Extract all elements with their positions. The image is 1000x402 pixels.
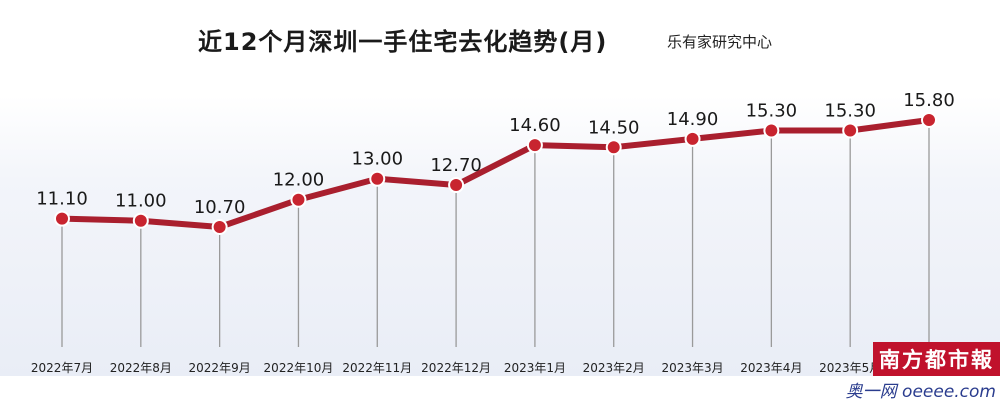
data-label: 14.50 bbox=[588, 117, 640, 138]
x-tick-label: 2022年7月 bbox=[31, 361, 93, 375]
data-label: 11.00 bbox=[115, 191, 167, 212]
x-tick-label: 2023年5月 bbox=[819, 361, 881, 375]
data-point bbox=[290, 191, 307, 208]
data-point bbox=[842, 122, 859, 139]
data-point bbox=[605, 139, 622, 156]
data-label: 14.60 bbox=[509, 115, 561, 136]
x-tick-label: 2022年9月 bbox=[189, 361, 251, 375]
data-point bbox=[526, 137, 543, 154]
plot-background bbox=[0, 96, 1000, 376]
data-label: 11.10 bbox=[36, 189, 88, 210]
data-label: 13.00 bbox=[352, 149, 404, 170]
watermark-site: 奥一网 oeeee.com bbox=[845, 382, 996, 402]
source-label: 乐有家研究中心 bbox=[667, 33, 773, 51]
data-point bbox=[211, 219, 228, 235]
series-line bbox=[59, 117, 932, 230]
data-point bbox=[921, 112, 937, 128]
watermark-logo: 南方都市報 奥一网 oeeee.com bbox=[845, 340, 1000, 402]
x-tick-label: 2023年1月 bbox=[504, 361, 566, 375]
x-tick-label: 2023年2月 bbox=[583, 361, 645, 375]
data-label: 12.70 bbox=[430, 155, 482, 176]
data-point bbox=[448, 177, 465, 194]
data-label: 12.00 bbox=[273, 170, 325, 191]
x-tick-label: 2022年12月 bbox=[421, 361, 491, 375]
x-tick-label: 2022年10月 bbox=[264, 361, 334, 375]
data-point bbox=[54, 210, 70, 227]
data-point bbox=[684, 130, 701, 147]
data-point bbox=[369, 170, 386, 187]
x-tick-label: 2023年4月 bbox=[740, 361, 802, 375]
data-label: 15.30 bbox=[824, 100, 876, 121]
x-tick-label: 2022年8月 bbox=[110, 361, 172, 375]
x-tick-label: 2022年11月 bbox=[342, 361, 412, 375]
chart-title: 近12个月深圳一手住宅去化趋势(月) bbox=[198, 28, 608, 56]
x-tick-label: 2023年3月 bbox=[661, 361, 723, 375]
data-point bbox=[763, 122, 780, 139]
data-label: 10.70 bbox=[194, 197, 246, 218]
data-label: 14.90 bbox=[667, 109, 719, 130]
data-label: 15.30 bbox=[746, 100, 798, 121]
data-point bbox=[132, 212, 149, 229]
data-label: 15.80 bbox=[903, 90, 955, 111]
watermark-brand: 南方都市報 bbox=[873, 342, 1000, 376]
